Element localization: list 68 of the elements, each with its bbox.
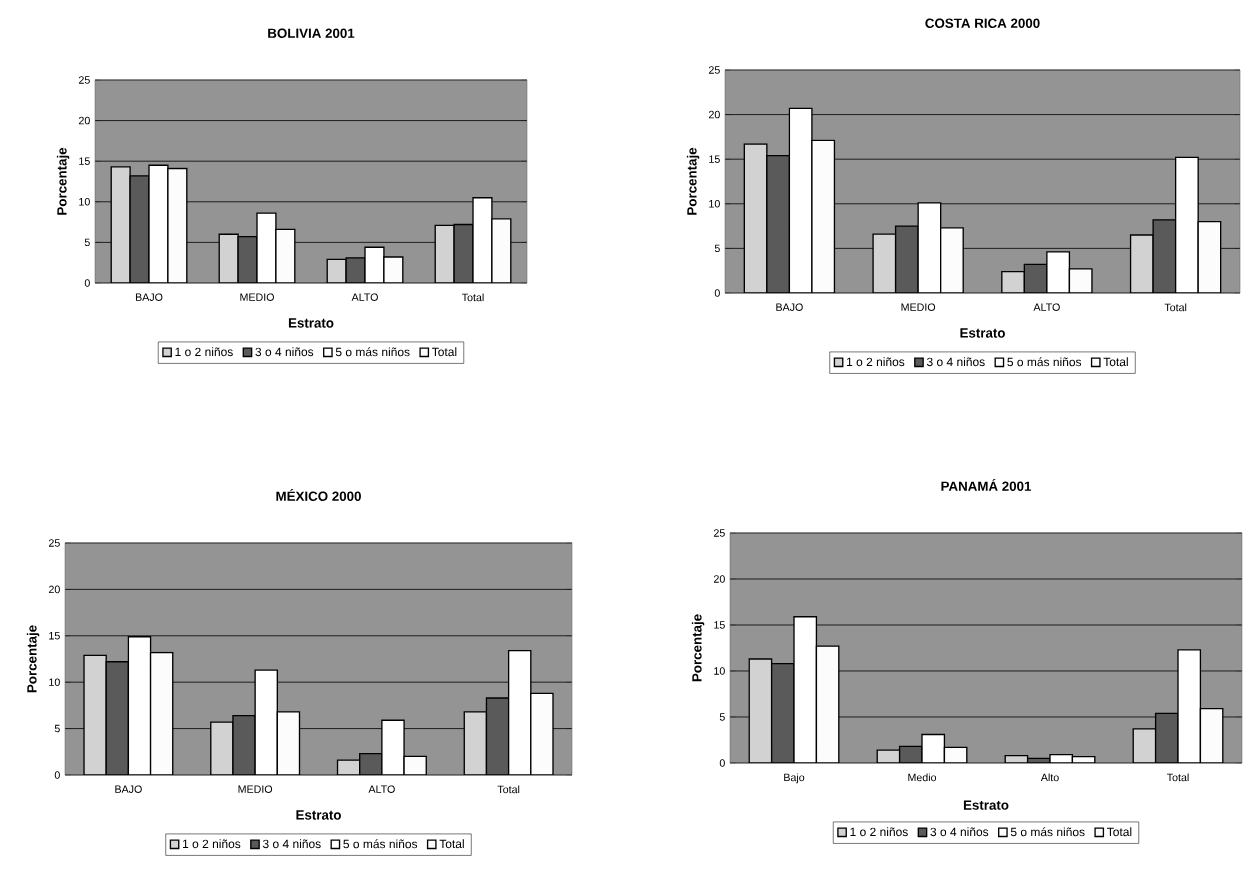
legend-label: 5 o más niños bbox=[1007, 357, 1082, 367]
x-axis-title: Estrato bbox=[288, 318, 334, 328]
x-tick-label: Alto bbox=[1040, 773, 1059, 782]
y-tick-label: 10 bbox=[79, 198, 90, 206]
y-axis-title: Porcentaje bbox=[26, 625, 40, 693]
x-tick-label: Total bbox=[1166, 773, 1189, 782]
y-tick-label: 0 bbox=[54, 771, 60, 779]
y-tick-label: 10 bbox=[709, 200, 720, 208]
x-axis-title: Estrato bbox=[296, 810, 341, 820]
y-tick-label: 15 bbox=[709, 155, 720, 163]
x-tick-label: MEDIO bbox=[240, 293, 274, 301]
y-tick-label: 25 bbox=[713, 529, 725, 537]
y-tick-label: 20 bbox=[78, 116, 90, 125]
legend-label: 1 o 2 niños bbox=[183, 839, 241, 849]
chart-title: PANAMÁ 2001 bbox=[941, 479, 1032, 491]
y-tick-label: 5 bbox=[54, 724, 60, 733]
chart-title: MÉXICO 2000 bbox=[276, 489, 361, 501]
x-tick-label: Medio bbox=[908, 773, 937, 782]
x-tick-label: Total bbox=[1164, 303, 1187, 312]
y-tick-label: 5 bbox=[714, 244, 720, 253]
y-tick-label: 0 bbox=[714, 289, 720, 297]
x-tick-label: ALTO bbox=[351, 293, 378, 301]
legend-label: Total bbox=[432, 347, 457, 357]
x-tick-label: Total bbox=[497, 785, 520, 794]
legend-label: 5 o más niños bbox=[1010, 827, 1085, 837]
legend-label: 3 o 4 niños bbox=[262, 839, 321, 849]
x-tick-label: Total bbox=[461, 293, 484, 302]
x-tick-label: BAJO bbox=[135, 293, 163, 301]
x-tick-label: Bajo bbox=[784, 773, 805, 784]
y-tick-label: 5 bbox=[719, 713, 725, 721]
legend-label: 1 o 2 niños bbox=[847, 357, 905, 367]
x-tick-label: BAJO bbox=[115, 785, 142, 793]
chart-title: COSTA RICA 2000 bbox=[925, 18, 1040, 28]
legend-label: Total bbox=[1107, 827, 1132, 837]
legend-label: 3 o 4 niños bbox=[926, 357, 985, 367]
y-tick-label: 20 bbox=[48, 585, 60, 594]
legend-label: 1 o 2 niños bbox=[850, 827, 908, 837]
legend-label: Total bbox=[1103, 357, 1128, 367]
y-tick-label: 20 bbox=[713, 575, 725, 583]
y-axis-title: Porcentaje bbox=[56, 147, 70, 215]
y-tick-label: 25 bbox=[708, 66, 720, 74]
legend-label: Total bbox=[439, 839, 464, 849]
legend-label: 3 o 4 niños bbox=[255, 347, 314, 357]
y-tick-label: 0 bbox=[719, 759, 725, 767]
x-tick-label: ALTO bbox=[1033, 303, 1060, 311]
y-tick-label: 5 bbox=[84, 238, 90, 247]
y-tick-label: 15 bbox=[714, 621, 725, 629]
y-tick-label: 20 bbox=[708, 110, 720, 119]
y-tick-label: 10 bbox=[714, 667, 725, 675]
y-tick-label: 25 bbox=[48, 539, 60, 547]
x-tick-label: BAJO bbox=[776, 303, 803, 311]
x-tick-label: ALTO bbox=[368, 785, 395, 793]
y-tick-label: 15 bbox=[79, 157, 90, 165]
y-tick-label: 0 bbox=[84, 279, 90, 287]
x-axis-title: Estrato bbox=[960, 328, 1005, 338]
legend-label: 1 o 2 niños bbox=[175, 347, 233, 357]
y-tick-label: 25 bbox=[78, 76, 90, 84]
legend-label: 5 o más niños bbox=[343, 839, 418, 849]
y-axis-title: Porcentaje bbox=[691, 614, 705, 682]
chart-title: BOLIVIA 2001 bbox=[268, 28, 355, 38]
y-axis-title: Porcentaje bbox=[686, 147, 700, 215]
legend-label: 3 o 4 niños bbox=[930, 827, 989, 837]
x-tick-label: MEDIO bbox=[901, 303, 936, 311]
x-tick-label: MEDIO bbox=[238, 785, 273, 793]
legend-label: 5 o más niños bbox=[335, 347, 410, 357]
x-axis-title: Estrato bbox=[963, 800, 1009, 810]
y-tick-label: 10 bbox=[49, 678, 60, 686]
y-tick-label: 15 bbox=[49, 632, 60, 640]
